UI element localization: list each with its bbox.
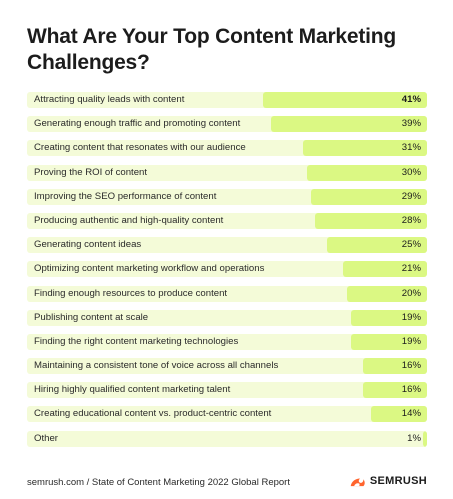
category-label: Finding enough resources to produce cont… xyxy=(34,287,228,299)
value-label: 21% xyxy=(401,263,421,275)
bar-chart: Attracting quality leads with content 41%… xyxy=(27,92,427,455)
bar-row: Improving the SEO performance of content… xyxy=(27,188,427,205)
value-label: 19% xyxy=(401,311,421,323)
category-label: Finding the right content marketing tech… xyxy=(34,335,239,347)
value-label: 20% xyxy=(401,287,421,299)
bar-row: Hiring highly qualified content marketin… xyxy=(27,382,427,399)
category-label: Hiring highly qualified content marketin… xyxy=(34,384,231,396)
value-label: 31% xyxy=(401,142,421,154)
category-label: Proving the ROI of content xyxy=(34,166,148,178)
value-label: 19% xyxy=(401,335,421,347)
bar-row: Finding enough resources to produce cont… xyxy=(27,285,427,302)
value-label: 16% xyxy=(401,360,421,372)
value-label: 25% xyxy=(401,239,421,251)
bar xyxy=(351,309,427,326)
value-label: 1% xyxy=(407,432,421,444)
bar-row: Generating enough traffic and promoting … xyxy=(27,116,427,133)
category-label: Generating content ideas xyxy=(34,239,142,251)
bar xyxy=(343,261,427,278)
bar-row: Publishing content at scale 19% xyxy=(27,309,427,326)
bar-row: Finding the right content marketing tech… xyxy=(27,333,427,350)
bar-row: Proving the ROI of content 30% xyxy=(27,164,427,181)
bar xyxy=(303,140,427,157)
category-label: Other xyxy=(34,432,58,444)
source-note: semrush.com / State of Content Marketing… xyxy=(27,477,290,488)
category-label: Maintaining a consistent tone of voice a… xyxy=(34,360,279,372)
value-label: 39% xyxy=(401,118,421,130)
bar-row: Generating content ideas 25% xyxy=(27,237,427,254)
semrush-brand: SEMRUSH xyxy=(349,474,427,488)
category-label: Generating enough traffic and promoting … xyxy=(34,118,241,130)
bar xyxy=(371,406,427,423)
bar-row: Producing authentic and high-quality con… xyxy=(27,212,427,229)
bar-row: Creating educational content vs. product… xyxy=(27,406,427,423)
category-label: Improving the SEO performance of content xyxy=(34,190,217,202)
bar xyxy=(263,92,427,108)
bar xyxy=(311,188,427,205)
value-label: 14% xyxy=(401,408,421,420)
bar-row: Maintaining a consistent tone of voice a… xyxy=(27,358,427,375)
bar-row: Other 1% xyxy=(27,430,427,447)
bar xyxy=(363,382,427,399)
bar-row: Attracting quality leads with content 41% xyxy=(27,92,427,108)
value-label: 41% xyxy=(401,94,421,105)
bar xyxy=(307,164,427,181)
value-label: 29% xyxy=(401,190,421,202)
bar xyxy=(363,358,427,375)
category-label: Publishing content at scale xyxy=(34,311,149,323)
category-label: Creating content that resonates with our… xyxy=(34,142,246,154)
value-label: 30% xyxy=(401,166,421,178)
value-label: 16% xyxy=(401,384,421,396)
bar-row: Optimizing content marketing workflow an… xyxy=(27,261,427,278)
value-label: 28% xyxy=(401,214,421,226)
category-label: Optimizing content marketing workflow an… xyxy=(34,263,265,275)
bar-row: Creating content that resonates with our… xyxy=(27,140,427,157)
semrush-fire-logo-icon xyxy=(350,478,365,487)
bar xyxy=(347,285,427,302)
bar xyxy=(351,333,427,350)
category-label: Producing authentic and high-quality con… xyxy=(34,214,224,226)
brand-name: SEMRUSH xyxy=(369,475,427,487)
bar xyxy=(271,116,427,133)
category-label: Creating educational content vs. product… xyxy=(34,408,272,420)
bar xyxy=(423,430,427,447)
category-label: Attracting quality leads with content xyxy=(34,94,185,105)
bar xyxy=(315,212,427,229)
chart-title: What Are Your Top Content Marketing Chal… xyxy=(27,25,397,74)
bar xyxy=(327,237,427,254)
